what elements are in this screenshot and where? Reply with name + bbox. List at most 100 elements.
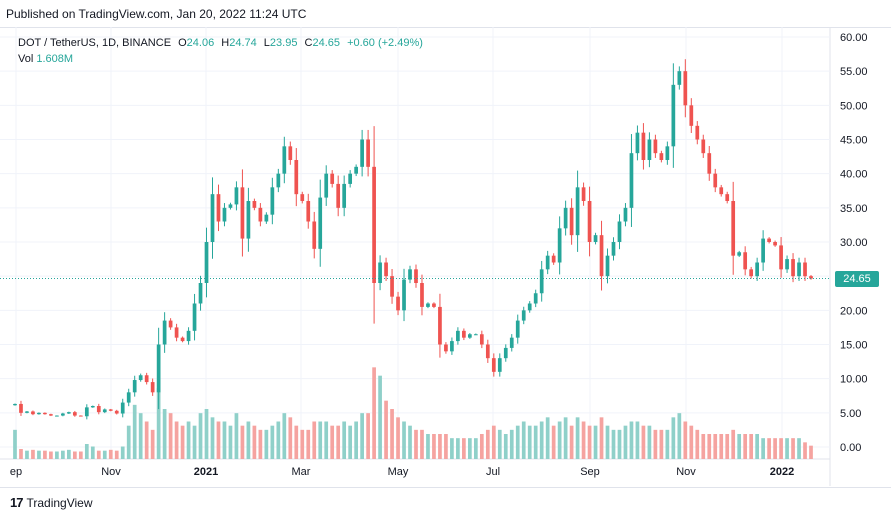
volume-bar bbox=[773, 438, 777, 459]
volume-bar bbox=[360, 413, 364, 459]
candle-body bbox=[336, 183, 341, 208]
candle-body bbox=[701, 139, 706, 154]
volume-bar bbox=[707, 434, 712, 459]
candle-body bbox=[144, 375, 149, 383]
volume-bar bbox=[216, 421, 221, 459]
candle-body bbox=[306, 201, 311, 222]
candle-body bbox=[743, 252, 748, 270]
symbol-label[interactable]: DOT / TetherUS, 1D, BINANCE bbox=[18, 37, 172, 49]
candle-body bbox=[61, 413, 65, 416]
candle-body bbox=[623, 207, 628, 222]
candle-body bbox=[479, 334, 484, 345]
volume-bar bbox=[629, 421, 634, 459]
volume-bar bbox=[228, 425, 233, 459]
candle-body bbox=[432, 303, 436, 307]
candle-body bbox=[438, 306, 442, 345]
volume-bar bbox=[150, 429, 155, 459]
close-value: 24.65 bbox=[312, 37, 340, 49]
volume-bar bbox=[96, 450, 101, 459]
volume-bar bbox=[677, 413, 682, 459]
candle-body bbox=[539, 269, 544, 294]
volume-bar bbox=[665, 429, 670, 459]
volume-bar bbox=[725, 434, 730, 459]
volume-bar bbox=[635, 421, 640, 459]
candle-body bbox=[210, 194, 215, 242]
volume-bar bbox=[743, 434, 748, 459]
volume-bar bbox=[503, 434, 508, 459]
candle-body bbox=[689, 105, 694, 126]
candle-body bbox=[521, 310, 526, 321]
candle-body bbox=[420, 283, 424, 307]
candle-body bbox=[611, 242, 616, 256]
candle-body bbox=[216, 194, 221, 222]
volume-bar bbox=[288, 417, 293, 459]
volume-bar bbox=[366, 413, 370, 459]
candle-body bbox=[84, 407, 89, 417]
x-tick-label: Jul bbox=[486, 466, 500, 478]
candle-body bbox=[473, 334, 478, 336]
volume-bar bbox=[432, 434, 436, 459]
candle-body bbox=[96, 406, 101, 413]
volume-bar bbox=[294, 425, 299, 459]
y-axis: 60.0055.0050.0045.0040.0035.0030.0025.00… bbox=[840, 32, 868, 454]
x-tick-label: Sep bbox=[580, 466, 600, 478]
volume-bar bbox=[138, 413, 143, 459]
volume-bar bbox=[689, 425, 694, 459]
candle-body bbox=[156, 344, 161, 393]
volume-bar bbox=[533, 425, 538, 459]
volume-bar bbox=[539, 421, 544, 459]
candle-body bbox=[581, 187, 586, 201]
candle-body bbox=[797, 262, 801, 277]
candle-body bbox=[629, 153, 634, 208]
candle-body bbox=[78, 415, 83, 417]
volume-bar bbox=[168, 413, 173, 459]
volume-bar bbox=[791, 438, 795, 459]
candle-body bbox=[509, 337, 514, 348]
volume-bar bbox=[342, 421, 347, 459]
volume-bar bbox=[372, 367, 376, 459]
candle-body bbox=[575, 187, 580, 236]
candle-body bbox=[659, 153, 664, 160]
candle-body bbox=[120, 402, 125, 414]
candle-body bbox=[563, 207, 568, 229]
candle-body bbox=[270, 187, 275, 215]
candle-body bbox=[102, 409, 107, 413]
volume-bar bbox=[186, 421, 191, 459]
x-axis: ep Nov 2021 Mar May Jul Sep Nov 2022 bbox=[10, 466, 794, 478]
volume-bar bbox=[701, 434, 706, 459]
x-tick-label: Nov bbox=[676, 466, 696, 478]
volume-bar bbox=[497, 429, 502, 459]
candle-body bbox=[288, 146, 293, 160]
candle-body bbox=[497, 358, 502, 372]
candle-body bbox=[264, 214, 269, 222]
candle-body bbox=[779, 245, 783, 270]
y-tick-label: 45.00 bbox=[840, 135, 868, 147]
candle-body bbox=[647, 139, 652, 160]
volume-bar bbox=[569, 425, 574, 459]
tradingview-logo[interactable]: 17 TradingView bbox=[10, 495, 93, 510]
candle-body bbox=[372, 166, 376, 283]
candle-body bbox=[545, 255, 550, 270]
candle-body bbox=[617, 221, 622, 242]
candle-body bbox=[665, 146, 670, 160]
candle-body bbox=[671, 84, 676, 147]
tradingview-logo-icon: 17 bbox=[10, 495, 24, 510]
candle-body bbox=[444, 344, 448, 352]
candle-body bbox=[37, 412, 41, 415]
candle-body bbox=[132, 380, 137, 393]
volume-bar bbox=[653, 429, 658, 459]
candle-body bbox=[318, 197, 323, 249]
candle-body bbox=[605, 255, 610, 277]
candle-body bbox=[204, 242, 209, 283]
volume-bar bbox=[354, 421, 358, 459]
price-chart[interactable]: 60.0055.0050.0045.0040.0035.0030.0025.00… bbox=[0, 0, 891, 486]
low-label: L bbox=[263, 37, 270, 49]
candle-body bbox=[138, 375, 143, 381]
volume-bar bbox=[473, 438, 478, 459]
x-tick-label: 2021 bbox=[194, 466, 218, 478]
candle-body bbox=[366, 139, 370, 167]
volume-bar bbox=[318, 421, 323, 459]
candle-body bbox=[683, 71, 688, 106]
volume-bar bbox=[114, 450, 119, 459]
candle-body bbox=[587, 201, 592, 242]
